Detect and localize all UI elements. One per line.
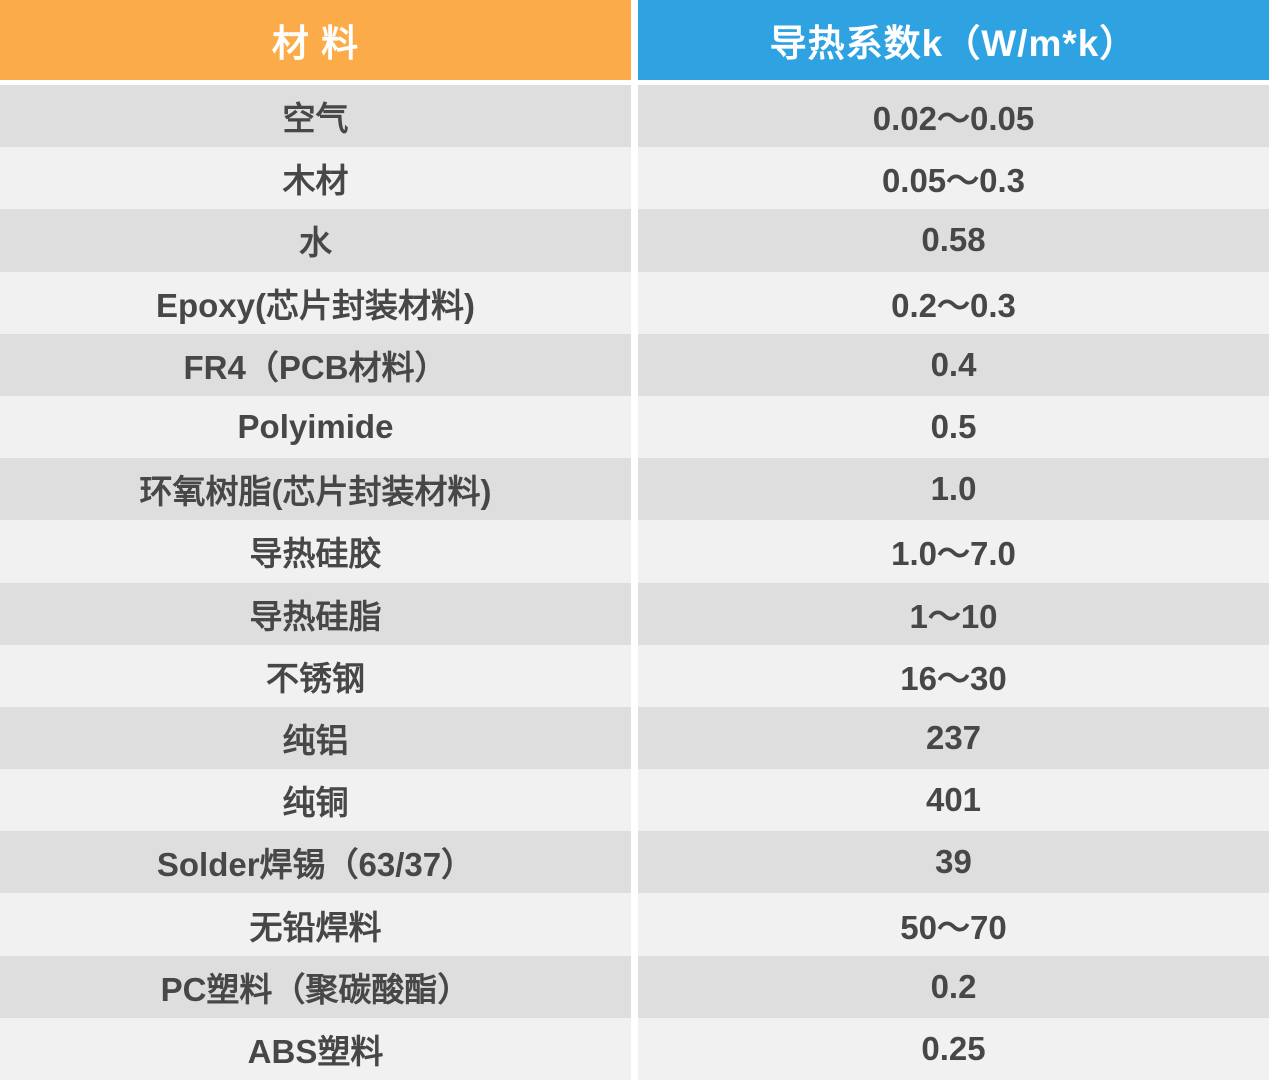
material-cell: PC塑料（聚碳酸酯） (0, 955, 631, 1018)
table-row: 木材 0.05～0.3 (0, 147, 1269, 210)
table-row: Polyimide 0.5 (0, 395, 1269, 459)
value-cell: 0.05～0.3 (638, 147, 1269, 210)
value-cell: 0.02～0.05 (638, 85, 1269, 148)
value-cell: 1.0 (638, 458, 1269, 521)
table-row: ABS塑料 0.25 (0, 1017, 1269, 1080)
table-row: 纯铜 401 (0, 769, 1269, 832)
table-row: 导热硅胶 1.0～7.0 (0, 520, 1269, 583)
table-row: FR4（PCB材料） 0.4 (0, 333, 1269, 396)
table-row: 无铅焊料 50～70 (0, 893, 1269, 956)
value-cell: 0.4 (638, 333, 1269, 396)
value-cell: 1～10 (638, 582, 1269, 645)
value-cell: 401 (638, 769, 1269, 832)
value-cell: 0.58 (638, 209, 1269, 272)
material-cell: 水 (0, 209, 631, 272)
value-cell: 16～30 (638, 644, 1269, 707)
value-cell: 0.5 (638, 395, 1269, 459)
table-row: PC塑料（聚碳酸酯） 0.2 (0, 955, 1269, 1018)
table-row: 纯铝 237 (0, 706, 1269, 770)
material-cell: 不锈钢 (0, 644, 631, 707)
material-cell: FR4（PCB材料） (0, 333, 631, 396)
value-cell: 237 (638, 706, 1269, 770)
table-body: 空气 0.02～0.05 木材 0.05～0.3 水 0.58 Epoxy(芯片… (0, 85, 1269, 1080)
material-cell: 环氧树脂(芯片封装材料) (0, 458, 631, 521)
table-row: 环氧树脂(芯片封装材料) 1.0 (0, 458, 1269, 521)
table-header-row: 材 料 导热系数k（W/m*k） (0, 0, 1269, 80)
table-row: 空气 0.02～0.05 (0, 85, 1269, 148)
header-cell-material: 材 料 (0, 0, 631, 80)
table-row: 水 0.58 (0, 209, 1269, 272)
material-cell: 纯铝 (0, 706, 631, 770)
material-cell: ABS塑料 (0, 1017, 631, 1080)
table-row: 导热硅脂 1～10 (0, 582, 1269, 645)
table-row: Epoxy(芯片封装材料) 0.2～0.3 (0, 271, 1269, 334)
material-cell: 空气 (0, 85, 631, 148)
table-row: 不锈钢 16～30 (0, 644, 1269, 707)
value-cell: 0.2 (638, 955, 1269, 1018)
value-cell: 1.0～7.0 (638, 520, 1269, 583)
material-cell: Polyimide (0, 395, 631, 459)
value-cell: 39 (638, 831, 1269, 894)
material-cell: 导热硅脂 (0, 582, 631, 645)
material-cell: Solder焊锡（63/37） (0, 831, 631, 894)
table-row: Solder焊锡（63/37） 39 (0, 831, 1269, 894)
material-cell: 木材 (0, 147, 631, 210)
material-cell: 无铅焊料 (0, 893, 631, 956)
material-cell: 纯铜 (0, 769, 631, 832)
material-cell: 导热硅胶 (0, 520, 631, 583)
value-cell: 0.2～0.3 (638, 271, 1269, 334)
value-cell: 50～70 (638, 893, 1269, 956)
header-cell-conductivity: 导热系数k（W/m*k） (638, 0, 1269, 80)
value-cell: 0.25 (638, 1017, 1269, 1080)
material-cell: Epoxy(芯片封装材料) (0, 271, 631, 334)
